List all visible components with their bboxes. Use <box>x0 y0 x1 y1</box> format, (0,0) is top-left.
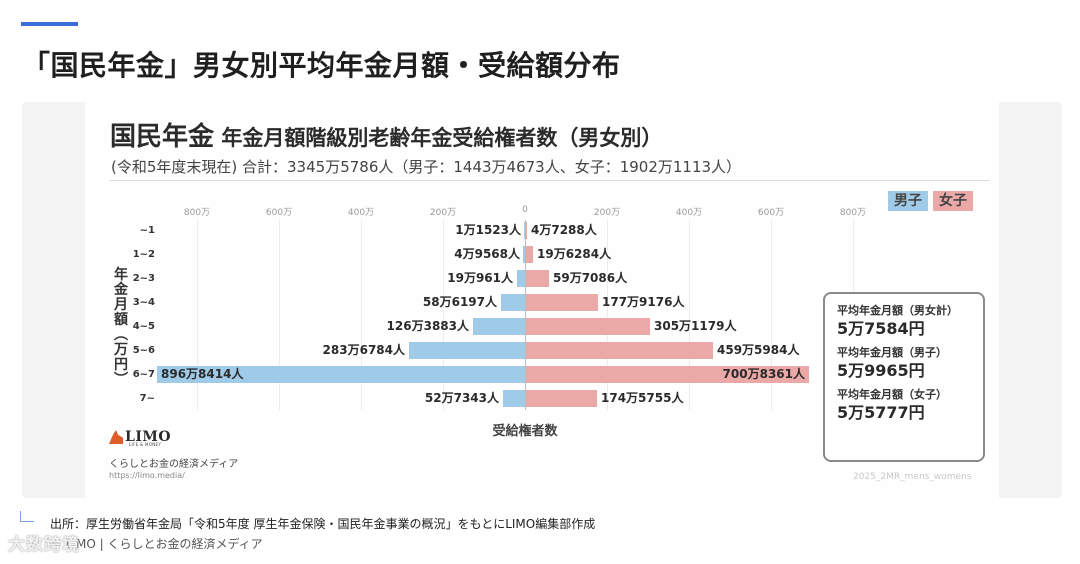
logo-text: LIMO <box>125 429 172 445</box>
x-tick: 200万 <box>593 208 621 218</box>
figure-credit: © LIMO | くらしとお金の経済メディア <box>50 537 263 551</box>
legend-male: 男子 <box>888 191 928 211</box>
value-label-male: 1万1523人 <box>455 223 521 237</box>
value-label-female: 305万1179人 <box>654 319 737 333</box>
y-category: 7~ <box>139 393 155 404</box>
value-label-male: 896万8414人 <box>161 367 244 381</box>
chart-subtitle: (令和5年度末現在) 合計：3345万5786人（男子：1443万4673人、女… <box>111 158 742 176</box>
bar-male <box>409 342 525 359</box>
bar-male <box>523 246 525 263</box>
x-tick: 600万 <box>757 208 785 218</box>
figure-code: 2025_2MR_mens_womens <box>853 472 972 482</box>
x-tick: 600万 <box>265 208 293 218</box>
page-title: 「国民年金」男女別平均年金月額・受給額分布 <box>22 49 621 82</box>
average-summary-box: 平均年金月額（男女計） 5万7584円 平均年金月額（男子） 5万9965円 平… <box>823 292 985 462</box>
value-label-female: 700万8361人 <box>722 367 805 381</box>
gridline <box>361 220 362 410</box>
x-tick: 400万 <box>675 208 703 218</box>
y-category: 5~6 <box>132 345 155 356</box>
bar-male <box>501 294 525 311</box>
divider <box>110 180 990 181</box>
y-category: 4~5 <box>132 321 155 332</box>
average-label-total: 平均年金月額（男女計） <box>837 304 958 317</box>
brand-tagline: くらしとお金の経済メディア <box>109 459 239 470</box>
chart-title: 国民年金 年金月額階級別老齢年金受給権者数（男女別） <box>110 116 662 153</box>
x-tick: 800万 <box>183 208 211 218</box>
y-category: 3~4 <box>132 297 155 308</box>
x-tick: 400万 <box>347 208 375 218</box>
bar-female <box>525 366 809 383</box>
gridline <box>771 220 772 410</box>
x-tick: 800万 <box>839 208 867 218</box>
bar-male <box>503 390 525 407</box>
bar-female <box>525 222 527 239</box>
value-label-female: 4万7288人 <box>531 223 597 237</box>
chart-title-sub: 年金月額階級別老齢年金受給権者数（男女別） <box>214 126 663 150</box>
figure-caption-source: 出所：厚生労働省年金局「令和5年度 厚生年金保険・国民年金事業の概況」をもとにL… <box>50 517 596 531</box>
limo-logo: LIMO <box>109 428 171 446</box>
bar-female <box>525 294 598 311</box>
bar-female <box>525 390 597 407</box>
value-label-male: 126万3883人 <box>386 319 469 333</box>
value-label-male: 4万9568人 <box>454 247 520 261</box>
average-value-male: 5万9965円 <box>837 361 925 380</box>
value-label-male: 283万6784人 <box>322 343 405 357</box>
value-label-female: 459万5984人 <box>717 343 800 357</box>
bar-female <box>525 342 713 359</box>
title-accent-bar <box>21 22 78 26</box>
fox-logo-icon <box>109 430 123 444</box>
value-label-female: 174万5755人 <box>601 391 684 405</box>
bar-male <box>524 222 525 239</box>
bar-female <box>525 270 549 287</box>
x-tick: 0 <box>522 205 528 215</box>
zero-axis <box>525 220 526 410</box>
bar-female <box>525 318 650 335</box>
x-tick: 200万 <box>429 208 457 218</box>
value-label-female: 59万7086人 <box>553 271 628 285</box>
bar-female <box>525 246 533 263</box>
gridline <box>279 220 280 410</box>
logo-subtext: LIFE & MONEY <box>129 442 162 447</box>
gridline <box>689 220 690 410</box>
watermark: 大数跨境 <box>8 535 80 555</box>
gridline <box>197 220 198 410</box>
value-label-female: 19万6284人 <box>537 247 612 261</box>
y-category: 1~2 <box>132 249 155 260</box>
value-label-female: 177万9176人 <box>602 295 685 309</box>
legend-female: 女子 <box>933 191 973 211</box>
gridline <box>607 220 608 410</box>
brand-url: https://limo.media/ <box>109 471 185 480</box>
average-label-female: 平均年金月額（女子） <box>837 388 947 401</box>
chart-canvas: 国民年金 年金月額階級別老齢年金受給権者数（男女別） (令和5年度末現在) 合計… <box>85 102 999 498</box>
bar-male <box>517 270 525 287</box>
value-label-male: 52万7343人 <box>424 391 499 405</box>
bar-male <box>473 318 525 335</box>
x-axis-label: 受給権者数 <box>492 424 558 439</box>
average-value-total: 5万7584円 <box>837 319 925 338</box>
y-axis-label: 年金月額 ︵ 万円 ︶ <box>114 267 128 388</box>
gridline <box>443 220 444 410</box>
chart-title-main: 国民年金 <box>110 122 215 152</box>
y-category: 2~3 <box>132 273 155 284</box>
caption-corner-icon <box>20 511 34 522</box>
value-label-male: 58万6197人 <box>422 295 497 309</box>
value-label-male: 19万961人 <box>447 271 513 285</box>
bar-male <box>157 366 525 383</box>
chart-figure: 国民年金 年金月額階級別老齢年金受給権者数（男女別） (令和5年度末現在) 合計… <box>22 102 1062 498</box>
average-label-male: 平均年金月額（男子） <box>837 346 947 359</box>
y-category: ~1 <box>139 225 155 236</box>
average-value-female: 5万5777円 <box>837 403 925 422</box>
y-category: 6~7 <box>132 369 155 380</box>
